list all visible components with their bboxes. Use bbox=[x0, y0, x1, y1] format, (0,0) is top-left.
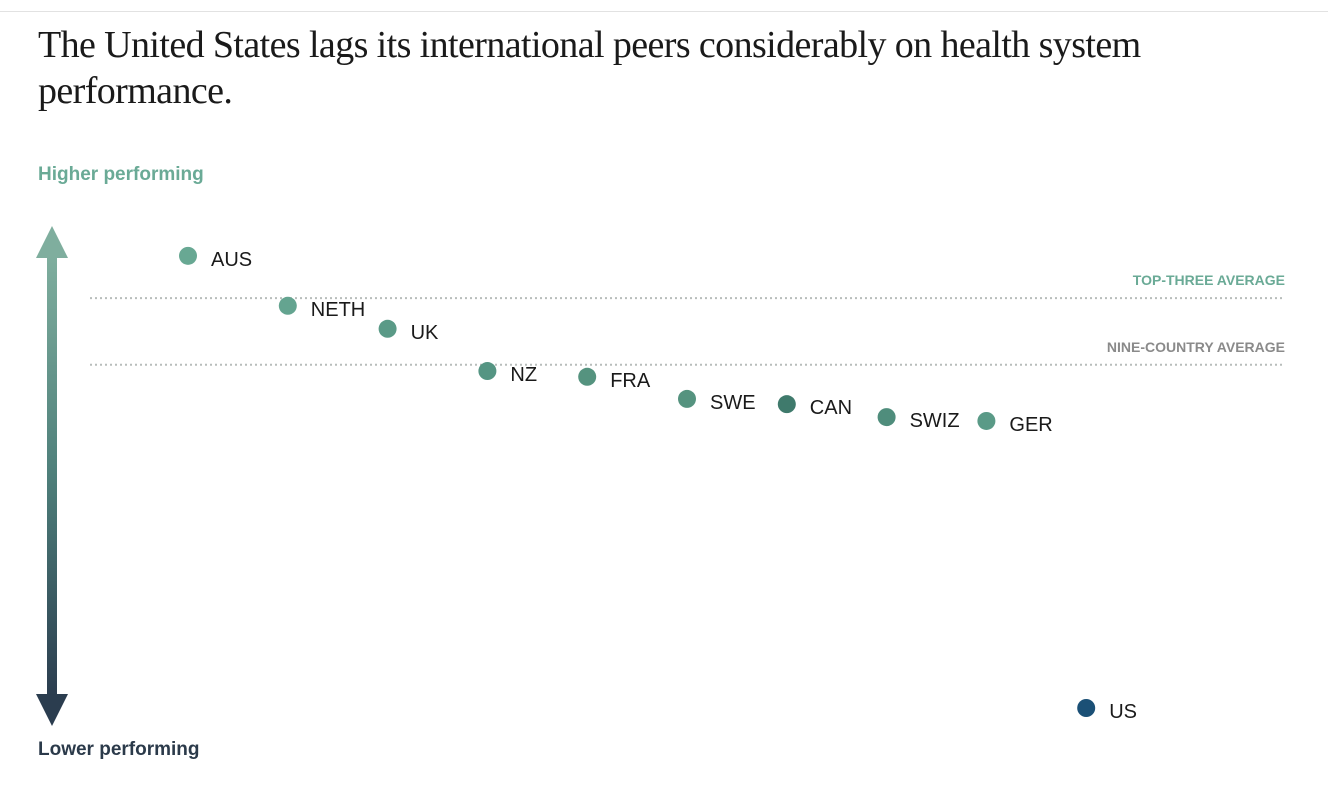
data-point-swe bbox=[678, 389, 696, 408]
data-point-label: CAN bbox=[810, 397, 852, 419]
data-point-label: GER bbox=[1009, 414, 1052, 436]
chart-title: The United States lags its international… bbox=[38, 24, 1141, 112]
data-point-label: NZ bbox=[510, 364, 537, 386]
data-point-fra bbox=[578, 367, 597, 386]
data-point-neth bbox=[278, 296, 297, 315]
data-point-label: SWE bbox=[710, 392, 756, 414]
data-point-ger bbox=[977, 411, 996, 430]
data-point-us bbox=[1077, 699, 1096, 717]
top-divider bbox=[0, 11, 1328, 12]
data-point-aus bbox=[179, 246, 197, 265]
y-axis-label-top: Higher performing bbox=[38, 164, 204, 185]
data-point-can bbox=[777, 395, 796, 414]
data-point-label: UK bbox=[411, 322, 439, 344]
performance-arrow-icon bbox=[36, 226, 68, 726]
data-point-label: US bbox=[1109, 701, 1137, 723]
data-point-uk bbox=[378, 319, 397, 338]
data-point-label: AUS bbox=[211, 249, 252, 271]
data-point-nz bbox=[478, 362, 497, 381]
y-axis-label-bottom: Lower performing bbox=[38, 739, 200, 760]
data-point-label: FRA bbox=[610, 370, 651, 392]
reference-line-label: TOP-THREE AVERAGE bbox=[1133, 272, 1285, 288]
reference-line-label: NINE-COUNTRY AVERAGE bbox=[1107, 339, 1285, 355]
data-point-label: NETH bbox=[311, 299, 365, 321]
data-point-swiz bbox=[877, 408, 896, 427]
data-point-label: SWIZ bbox=[910, 410, 960, 432]
